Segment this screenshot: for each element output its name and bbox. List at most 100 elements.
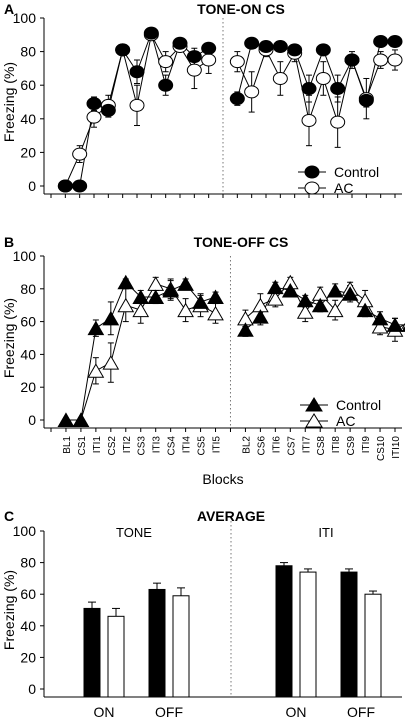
data-point-control-15 [266, 279, 284, 295]
y-tick-label: 0 [28, 681, 36, 697]
data-point-ac-15 [266, 291, 284, 306]
data-point-control-1 [57, 412, 75, 427]
x-tick-label: CS4 [167, 436, 178, 456]
x-tick-label: OFF [155, 704, 183, 720]
data-point-control-7 [143, 26, 159, 40]
data-point-control-10 [192, 294, 209, 309]
data-point-control-13 [237, 322, 254, 337]
y-tick-label: 80 [20, 555, 36, 571]
y-tick-label: 20 [20, 649, 36, 665]
y-tick-label: 60 [20, 314, 36, 330]
x-tick-label: BL2 [241, 436, 252, 454]
y-tick-label: 60 [20, 586, 36, 602]
data-point-control-15 [258, 40, 274, 54]
y-axis-label: Freezing (%) [1, 570, 17, 650]
data-point-control-22 [358, 93, 374, 107]
x-tick-label: ITI5 [212, 436, 223, 454]
x-tick-label: ITI2 [122, 436, 133, 454]
data-point-control-22 [371, 310, 389, 326]
data-point-control-11 [201, 41, 217, 55]
panel-label: B [4, 234, 14, 250]
y-tick-label: 60 [20, 77, 36, 93]
data-point-control-2 [72, 179, 88, 193]
x-tick-label: CS9 [346, 436, 357, 456]
data-point-ac-18 [301, 113, 317, 127]
legend-marker [304, 181, 320, 195]
data-point-ac-11 [207, 305, 224, 321]
x-tick-label: ITI4 [182, 436, 193, 454]
data-point-ac-16 [272, 71, 288, 85]
x-tick-label: CS3 [137, 436, 148, 456]
data-point-control-20 [330, 82, 346, 96]
bar-control-off [148, 588, 166, 698]
y-tick-label: 100 [13, 523, 37, 539]
bar-ac-off [364, 593, 382, 698]
bar-control-on [275, 565, 293, 698]
y-tick-label: 20 [20, 144, 36, 160]
data-point-control-19 [326, 282, 344, 298]
x-tick-label: ITI3 [152, 436, 163, 454]
data-point-control-2 [72, 412, 90, 427]
data-point-control-10 [186, 50, 202, 64]
data-point-ac-19 [326, 302, 344, 318]
data-point-control-21 [356, 302, 374, 318]
data-point-ac-13 [229, 55, 245, 69]
data-point-ac-14 [244, 85, 260, 99]
bar-ac-on [299, 571, 317, 698]
chart-title: TONE-OFF CS [194, 234, 289, 250]
data-point-ac-9 [177, 302, 194, 318]
data-point-control-14 [244, 36, 260, 50]
data-point-control-24 [401, 325, 405, 332]
data-point-control-8 [162, 282, 180, 298]
data-point-control-3 [86, 97, 102, 111]
x-tick-label: ITI10 [391, 436, 402, 459]
data-point-control-21 [344, 53, 360, 67]
y-tick-label: 40 [20, 346, 36, 362]
data-point-ac-20 [330, 115, 346, 129]
y-tick-label: 80 [20, 281, 36, 297]
bar-control-on [83, 607, 101, 698]
data-point-control-23 [373, 35, 389, 49]
x-tick-label: ITI1 [92, 436, 103, 454]
x-tick-label: CS2 [107, 436, 118, 456]
data-point-ac-7 [147, 276, 165, 291]
data-point-ac-19 [315, 71, 331, 85]
data-point-control-3 [87, 320, 105, 336]
chart-title: TONE-ON CS [197, 1, 285, 17]
data-point-ac-4 [102, 355, 120, 370]
data-point-ac-10 [186, 63, 202, 77]
y-tick-label: 100 [13, 10, 37, 26]
y-tick-label: 40 [20, 111, 36, 127]
x-tick-label: CS6 [256, 436, 267, 456]
data-point-ac-23 [373, 53, 389, 67]
data-point-ac-3 [86, 110, 102, 124]
bar-ac-on [107, 615, 125, 698]
data-point-control-4 [100, 103, 116, 117]
data-point-ac-11 [201, 53, 217, 67]
panel-label: C [4, 508, 14, 524]
x-tick-label: CS1 [77, 436, 88, 456]
data-point-control-16 [272, 40, 288, 54]
data-point-ac-17 [296, 304, 314, 319]
data-point-ac-3 [87, 363, 105, 378]
data-point-control-6 [132, 289, 150, 304]
data-point-control-16 [281, 282, 299, 298]
panel-label: A [4, 1, 14, 17]
data-point-ac-24 [401, 322, 405, 329]
data-point-control-9 [172, 36, 188, 50]
data-point-ac-6 [129, 98, 145, 112]
data-point-control-11 [207, 289, 224, 304]
data-point-control-9 [177, 276, 194, 291]
data-point-control-13 [229, 92, 245, 106]
y-tick-label: 100 [13, 248, 37, 264]
x-tick-label: CS10 [376, 436, 387, 461]
bar-ac-off [172, 595, 190, 698]
legend-label: AC [334, 180, 353, 196]
data-point-ac-6 [132, 302, 150, 318]
legend-marker [304, 165, 320, 179]
data-point-control-24 [387, 35, 403, 49]
data-point-control-20 [341, 286, 359, 301]
data-point-control-14 [252, 309, 269, 324]
data-point-control-4 [102, 310, 120, 326]
